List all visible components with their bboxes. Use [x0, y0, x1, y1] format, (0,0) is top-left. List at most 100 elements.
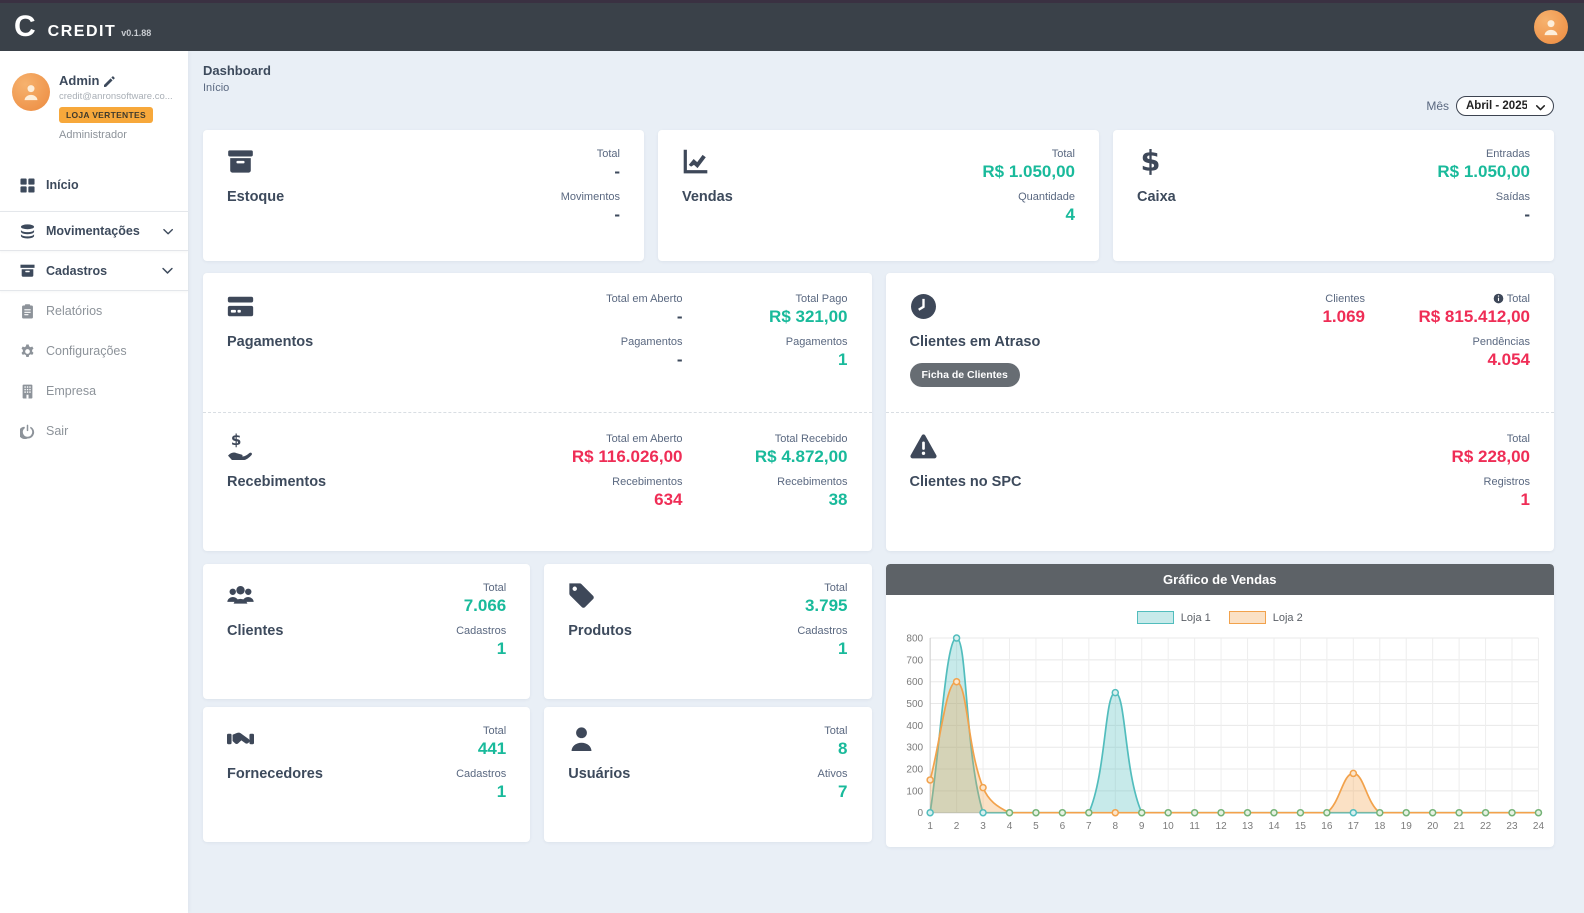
svg-text:17: 17	[1347, 821, 1359, 832]
stat-value: 1	[838, 639, 848, 658]
info-icon	[1493, 293, 1504, 304]
user-avatar-button[interactable]	[1534, 10, 1568, 44]
sidebar-item-cadastros[interactable]: Cadastros	[0, 251, 188, 291]
stat-value: 1	[838, 350, 848, 369]
svg-text:7: 7	[1086, 821, 1092, 832]
top-navbar: C CREDIT v0.1.88	[0, 0, 1584, 51]
legend-swatch	[1228, 611, 1266, 624]
person-icon	[22, 83, 40, 101]
person-icon	[1542, 18, 1560, 36]
stat-label: Clientes	[1325, 293, 1365, 305]
svg-text:5: 5	[1033, 821, 1039, 832]
svg-text:20: 20	[1427, 821, 1439, 832]
svg-text:10: 10	[1162, 821, 1174, 832]
card-title: Clientes	[227, 623, 284, 639]
gear-icon	[21, 343, 34, 357]
stat-value: -	[676, 307, 683, 326]
stat-value: -	[614, 162, 620, 181]
stat-label: Entradas	[1485, 148, 1530, 160]
section-pagamentos: Pagamentos Total em Aberto - Pagamentos - …	[203, 273, 872, 412]
stat-value: 634	[654, 489, 683, 509]
legend-loja1: Loja 1	[1136, 611, 1211, 624]
card-title: Estoque	[227, 189, 285, 205]
card-caixa: $ Caixa Entradas R$ 1.050,00 Saídas -	[1113, 130, 1554, 261]
sidebar-item-movimentacoes[interactable]: Movimentações	[0, 211, 188, 251]
ficha-de-clientes-button[interactable]: Ficha de Clientes	[909, 363, 1020, 387]
page-title: Dashboard	[203, 63, 271, 78]
legend-loja2: Loja 2	[1228, 611, 1303, 624]
card-clientes-atraso-spc: Clientes em Atraso Ficha de Clientes Cli…	[885, 273, 1554, 551]
clipboard-icon	[22, 303, 33, 318]
stat-value: 38	[828, 489, 848, 509]
stat-value: R$ 815.412,00	[1418, 307, 1530, 326]
sidebar-item-label: Movimentações	[46, 224, 140, 238]
stat-value: -	[1524, 205, 1530, 224]
stat-value: 7	[838, 782, 848, 801]
svg-text:800: 800	[906, 634, 923, 645]
svg-text:500: 500	[906, 699, 923, 710]
app-version: v0.1.88	[121, 28, 152, 38]
tag-icon	[568, 582, 595, 609]
svg-text:12: 12	[1215, 821, 1227, 832]
stat-label: Total	[483, 725, 507, 737]
user-name: Admin	[59, 73, 100, 88]
svg-text:9: 9	[1138, 821, 1144, 832]
sales-chart-card: Gráfico de Vendas Loja 1 Loja 2 0 100 200 3…	[885, 564, 1555, 847]
stat-label: Pendências	[1472, 336, 1531, 348]
card-title: Clientes em Atraso	[909, 334, 1041, 350]
svg-text:19: 19	[1400, 821, 1412, 832]
svg-text:8: 8	[1112, 821, 1118, 832]
stat-label: Total	[596, 148, 620, 160]
stat-label: Total Recebido	[774, 432, 848, 445]
card-estoque: Estoque Total - Movimentos -	[203, 130, 644, 261]
month-label: Mês	[1426, 99, 1449, 113]
stat-label: Pagamentos	[620, 336, 683, 348]
user-icon	[568, 725, 595, 752]
card-title: Fornecedores	[227, 766, 323, 782]
stat-label: Total	[1506, 432, 1530, 445]
sidebar-item-sair[interactable]: Sair	[0, 411, 188, 451]
grid-icon	[20, 177, 35, 193]
card-title: Usuários	[568, 766, 631, 782]
stat-value: 3.795	[804, 596, 848, 615]
users-icon	[227, 582, 254, 609]
svg-text:$: $	[231, 433, 242, 449]
stat-value: 441	[477, 739, 507, 758]
store-badge: LOJA VERTENTES	[59, 107, 153, 123]
sidebar-menu: Início Movimentações Cadastros Relatório…	[0, 165, 188, 451]
sidebar-item-label: Cadastros	[46, 263, 108, 278]
stat-label: Total Pago	[795, 293, 848, 305]
chart-plot-area: 0 100 200 300 400 500 600 700 800 1 2 3 4 5 6 7 8 9 10 11 12…	[886, 624, 1555, 841]
sidebar: Admin credit@anronsoftware.co... LOJA VE…	[0, 51, 188, 913]
card-produtos: Produtos Total 3.795 Cadastros 1	[544, 564, 872, 699]
svg-text:3: 3	[980, 821, 986, 832]
stat-value: 4	[1065, 205, 1075, 224]
stat-value: 8	[838, 739, 848, 758]
clock-icon	[910, 293, 937, 320]
stat-value: R$ 1.050,00	[1437, 162, 1530, 181]
sidebar-item-empresa[interactable]: Empresa	[0, 371, 188, 411]
stat-label: Total	[824, 725, 848, 737]
legend-label: Loja 1	[1180, 611, 1211, 624]
stat-value: 7.066	[463, 596, 507, 615]
svg-text:400: 400	[906, 721, 923, 732]
handshake-icon	[227, 725, 254, 752]
power-icon	[20, 424, 35, 439]
stat-value: R$ 1.050,00	[982, 162, 1075, 181]
stat-label: Total	[483, 582, 507, 594]
section-recebimentos: $ Recebimentos Total em Aberto R$ 116.026…	[203, 411, 872, 552]
svg-text:18: 18	[1374, 821, 1386, 832]
month-select[interactable]: Abril - 2025	[1456, 96, 1554, 116]
edit-profile-icon[interactable]	[104, 75, 116, 87]
warning-icon	[909, 433, 937, 460]
svg-text:23: 23	[1506, 821, 1518, 832]
sidebar-item-inicio[interactable]: Início	[0, 165, 188, 205]
sidebar-item-configuracoes[interactable]: Configurações	[0, 331, 188, 371]
app-name: CREDIT	[47, 23, 117, 40]
card-title: Caixa	[1137, 189, 1176, 205]
svg-text:700: 700	[906, 655, 923, 666]
stat-label: Quantidade	[1018, 191, 1075, 203]
card-title: Clientes no SPC	[909, 473, 1022, 490]
sidebar-item-relatorios[interactable]: Relatórios	[0, 291, 188, 331]
